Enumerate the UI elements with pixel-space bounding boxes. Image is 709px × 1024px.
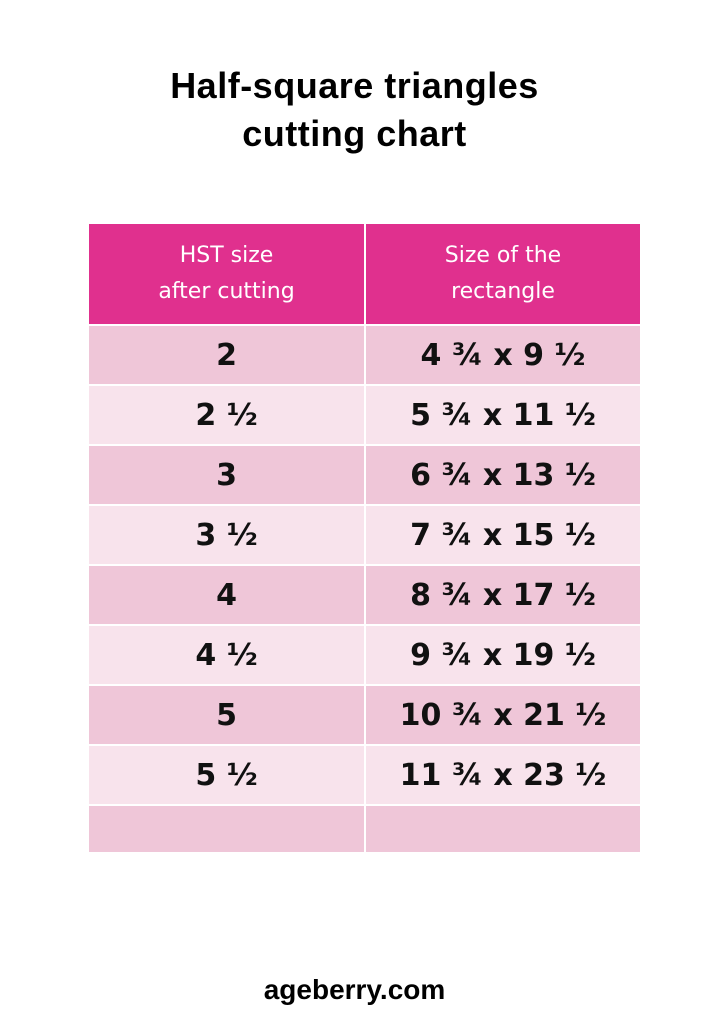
header-rect-line-1: Size of the	[444, 243, 562, 268]
table-row: 2 ½ 5 ¾ x 11 ½	[89, 384, 640, 445]
table-row: 3 ½ 7 ¾ x 15 ½	[89, 504, 640, 565]
rectangle-size-cell: 10 ¾ x 21 ½	[365, 684, 640, 745]
empty-cell	[89, 804, 366, 852]
hst-size-cell: 4 ½	[89, 624, 366, 685]
empty-cell	[365, 804, 640, 852]
header-hst-size: HST size after cutting	[89, 224, 366, 325]
cutting-chart-table: HST size after cutting Size of the recta…	[89, 224, 640, 852]
rectangle-size-cell: 7 ¾ x 15 ½	[365, 504, 640, 565]
table-row: 5 ½ 11 ¾ x 23 ½	[89, 744, 640, 805]
hst-size-cell: 2	[89, 324, 366, 385]
table-row: 5 10 ¾ x 21 ½	[89, 684, 640, 745]
table-header-row: HST size after cutting Size of the recta…	[89, 224, 640, 325]
header-rectangle-size: Size of the rectangle	[365, 224, 640, 325]
hst-size-cell: 2 ½	[89, 384, 366, 445]
hst-size-cell: 3 ½	[89, 504, 366, 565]
table-row: 3 6 ¾ x 13 ½	[89, 444, 640, 505]
page-title: Half-square triangles cutting chart	[0, 62, 709, 158]
hst-size-cell: 5	[89, 684, 366, 745]
rectangle-size-cell: 8 ¾ x 17 ½	[365, 564, 640, 625]
rectangle-size-cell: 9 ¾ x 19 ½	[365, 624, 640, 685]
table-row: 4 ½ 9 ¾ x 19 ½	[89, 624, 640, 685]
title-line-2: cutting chart	[242, 113, 467, 154]
table-row: 4 8 ¾ x 17 ½	[89, 564, 640, 625]
rectangle-size-cell: 6 ¾ x 13 ½	[365, 444, 640, 505]
rectangle-size-cell: 11 ¾ x 23 ½	[365, 744, 640, 805]
site-footer: ageberry.com	[263, 974, 446, 1005]
table-row-empty	[89, 804, 640, 852]
header-hst-line-1: HST size	[179, 243, 274, 268]
title-line-1: Half-square triangles	[170, 65, 539, 106]
header-hst-line-2: after cutting	[158, 279, 295, 304]
hst-size-cell: 4	[89, 564, 366, 625]
rectangle-size-cell: 5 ¾ x 11 ½	[365, 384, 640, 445]
rectangle-size-cell: 4 ¾ x 9 ½	[365, 324, 640, 385]
header-rect-line-2: rectangle	[451, 279, 555, 304]
table-row: 2 4 ¾ x 9 ½	[89, 324, 640, 385]
hst-size-cell: 3	[89, 444, 366, 505]
hst-size-cell: 5 ½	[89, 744, 366, 805]
